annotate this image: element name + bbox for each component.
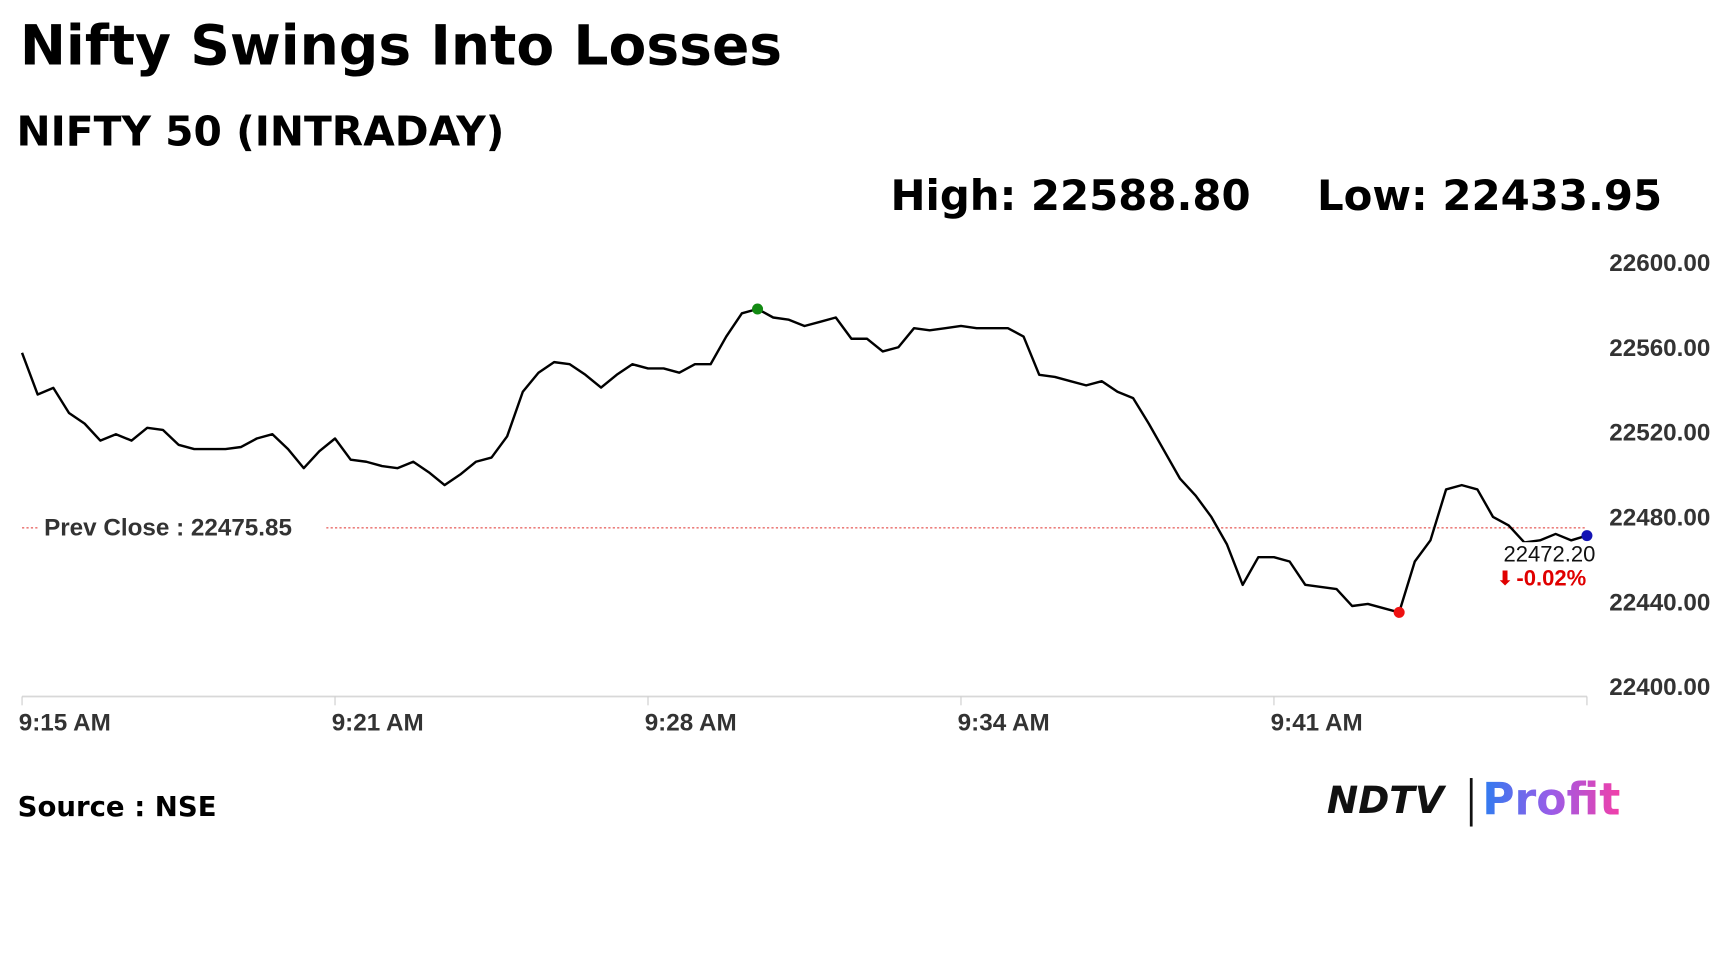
x-tick-label: 9:41 AM [1271, 709, 1363, 736]
x-tick-label: 9:28 AM [645, 709, 737, 736]
last-label-bg [1496, 542, 1603, 598]
low-label: Low: 22433.95 [1317, 171, 1662, 220]
last-dot [1581, 530, 1593, 542]
high-label: High: 22588.80 [890, 171, 1250, 220]
x-tick-label: 9:21 AM [332, 709, 424, 736]
chart-subtitle: NIFTY 50 (INTRADAY) [17, 107, 505, 155]
line [20, 307, 1588, 614]
y-tick-label: 22520.00 [1609, 420, 1710, 447]
y-tick-label: 22440.00 [1609, 589, 1710, 616]
logo-ndtv: NDTV [1327, 778, 1447, 822]
x-tick-label: 9:15 AM [19, 709, 111, 736]
y-tick-label: 22600.00 [1609, 250, 1710, 277]
y-tick-label: 22480.00 [1609, 504, 1710, 531]
chart-title: Nifty Swings Into Losses [20, 14, 782, 78]
change-arrow: ⬇ [1497, 567, 1514, 590]
source: Source : NSE [18, 791, 217, 823]
high-dot [752, 303, 764, 315]
logo-profit: Profit [1482, 774, 1620, 825]
low-dot [1393, 606, 1405, 618]
change-label: -0.02% [1516, 566, 1586, 591]
y-tick-label: 22400.00 [1609, 674, 1710, 701]
y-tick-label: 22560.00 [1609, 335, 1710, 362]
prev-close-label: Prev Close : 22475.85 [44, 514, 292, 541]
last-label: 22472.20 [1504, 541, 1596, 566]
x-tick-label: 9:34 AM [958, 709, 1050, 736]
prev-close-bg [37, 512, 327, 544]
